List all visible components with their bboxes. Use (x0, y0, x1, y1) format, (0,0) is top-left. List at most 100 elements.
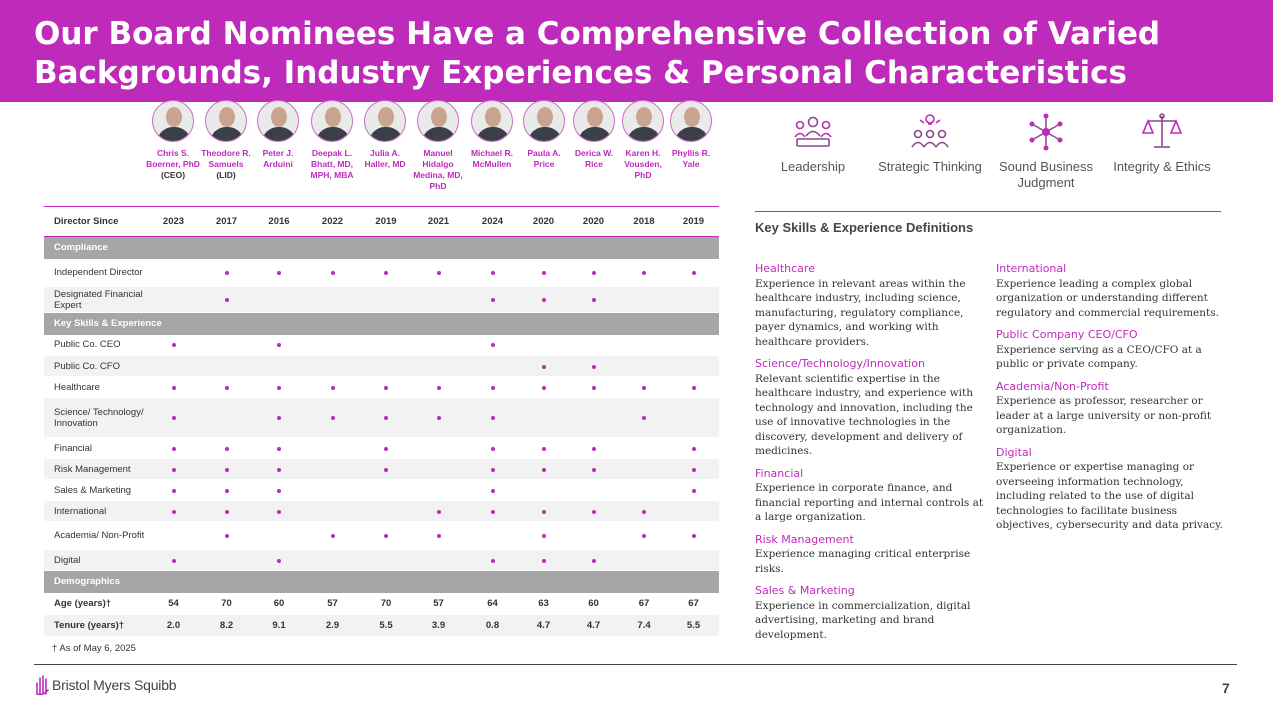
value-cell: 67 (620, 592, 668, 615)
skill-cell (200, 479, 253, 501)
skill-cell (465, 521, 520, 550)
section-title: Compliance (44, 236, 719, 259)
director-header: Karen H. Vousden, PhD (616, 100, 670, 181)
skill-cell (253, 458, 305, 480)
director-name: Derica W. Rice (567, 148, 621, 170)
skill-dot-icon (541, 467, 546, 472)
skill-cell (465, 286, 520, 313)
skill-dot-icon (691, 385, 696, 390)
skill-cell (567, 458, 620, 480)
skill-cell (253, 521, 305, 550)
skill-dot-icon (642, 509, 646, 514)
skill-cell (147, 376, 200, 398)
skill-dot-icon (541, 364, 546, 369)
director-header: Deepak L. Bhatt, MD, MPH, MBA (305, 100, 359, 181)
director-since-row: Director Since 2023 2017 2016 2022 2019 2021 20… (44, 206, 719, 237)
skill-dot-icon (384, 416, 388, 420)
skill-dot-icon (224, 488, 229, 493)
section-header-row: Key Skills & Experience (44, 312, 719, 335)
director-since-cell: 2019 (668, 206, 719, 237)
skill-dot-icon (541, 385, 546, 390)
director-header: Julia A. Haller, MD (358, 100, 412, 170)
skill-cell (520, 397, 567, 438)
skill-cell (620, 437, 668, 459)
value-cell: 70 (200, 592, 253, 615)
skill-cell (305, 334, 360, 356)
definitions-right-column: International Experience leading a comple… (996, 262, 1228, 541)
skill-cell (520, 479, 567, 501)
director-since-cell: 2021 (412, 206, 465, 237)
definition-item: Science/Technology/Innovation Relevant sc… (755, 357, 987, 459)
skill-dot-icon (436, 509, 441, 514)
skill-cell (567, 397, 620, 438)
row-label: Science/ Technology/ Innovation (44, 397, 147, 438)
table-row: Age (years)† 54 70 60 57 70 57 64 63 60 67 67 (44, 592, 719, 615)
row-label: Designated Financial Expert (44, 286, 147, 313)
skill-cell (412, 437, 465, 459)
skill-cell (147, 437, 200, 459)
director-name: Karen H. Vousden, PhD (616, 148, 670, 181)
skill-dot-icon (490, 558, 495, 563)
skill-dot-icon (384, 270, 388, 275)
section-header-row: Demographics (44, 570, 719, 593)
value-cell: 4.7 (520, 614, 567, 637)
definition-heading: Financial (755, 466, 804, 480)
skill-dot-icon (436, 270, 441, 275)
value-cell: 60 (567, 592, 620, 615)
skills-matrix-table: Director Since 2023 2017 2016 2022 2019 2021 20… (44, 206, 719, 637)
definitions-title: Key Skills & Experience Definitions (755, 220, 974, 235)
skill-dot-icon (591, 558, 596, 563)
skill-dot-icon (330, 534, 335, 538)
skill-dot-icon (591, 298, 596, 302)
page-title: Our Board Nominees Have a Comprehensive … (34, 15, 1234, 93)
definition-heading: Risk Management (755, 532, 854, 546)
skill-cell (412, 521, 465, 550)
skill-dot-icon (384, 385, 388, 390)
skill-cell (305, 397, 360, 438)
skill-cell (412, 397, 465, 438)
definition-item: Healthcare Experience in relevant areas w… (755, 262, 987, 349)
value-cell: 8.2 (200, 614, 253, 637)
skill-cell (305, 500, 360, 522)
skill-dot-icon (224, 534, 229, 538)
definition-heading: Public Company CEO/CFO (996, 328, 1138, 341)
director-name-text: Julia A. Haller, MD (364, 148, 406, 169)
director-since-cell: 2020 (567, 206, 620, 237)
skill-cell (567, 500, 620, 522)
skill-cell (360, 521, 412, 550)
skill-cell (668, 521, 719, 550)
director-name-text: Theodore R. Samuels (201, 148, 251, 169)
skill-cell (360, 437, 412, 459)
skill-dot-icon (490, 416, 495, 420)
skill-cell (360, 334, 412, 356)
row-label: Public Co. CEO (44, 334, 147, 356)
skill-dot-icon (224, 270, 229, 275)
value-cell: 7.4 (620, 614, 668, 637)
skill-dot-icon (490, 270, 495, 275)
skill-dot-icon (224, 467, 229, 472)
skill-cell (520, 334, 567, 356)
definition-text: Experience managing critical enterprise … (755, 548, 971, 575)
row-label: Age (years)† (44, 592, 147, 615)
table-row: Designated Financial Expert (44, 286, 719, 313)
row-label: Director Since (44, 206, 147, 237)
director-name-text: Phyllis R. Yale (671, 148, 711, 169)
skill-dot-icon (330, 270, 335, 275)
skill-cell (360, 286, 412, 313)
avatar (523, 100, 565, 142)
skill-cell (567, 355, 620, 377)
skill-cell (620, 521, 668, 550)
definition-item: Digital Experience or expertise managing … (996, 446, 1228, 533)
bms-logo-icon (36, 675, 49, 696)
skill-dot-icon (277, 488, 281, 493)
skill-cell (620, 549, 668, 571)
director-name: Manuel Hidalgo Medina, MD, PhD (411, 148, 465, 192)
skill-cell (253, 258, 305, 287)
definition-heading: Digital (996, 445, 1032, 459)
skill-cell (520, 258, 567, 287)
skill-cell (200, 286, 253, 313)
skill-cell (412, 334, 465, 356)
value-cell: 9.1 (253, 614, 305, 637)
page-title-line-1: Our Board Nominees Have a Comprehensive … (34, 16, 1161, 52)
director-name: Julia A. Haller, MD (358, 148, 412, 170)
